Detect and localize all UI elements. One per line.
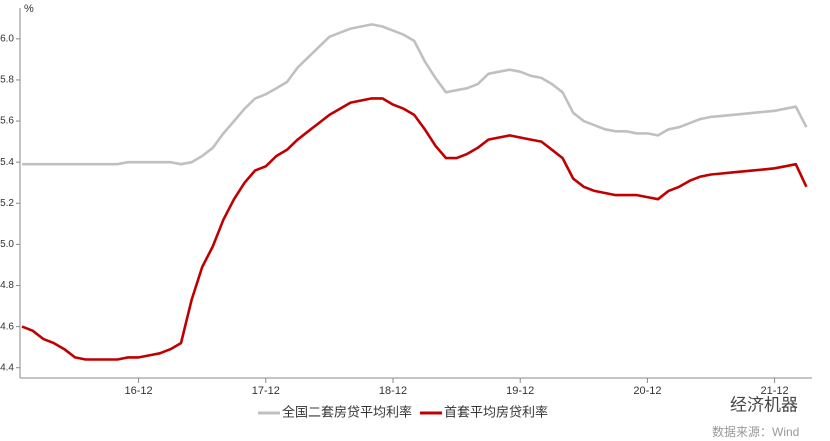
y-tick-label: 5.2: [0, 198, 14, 209]
y-tick-label: 4.8: [0, 280, 14, 291]
x-tick-label: 17-12: [252, 385, 280, 397]
legend-label: 全国二套房贷平均利率: [282, 404, 412, 419]
x-tick-label: 16-12: [125, 385, 153, 397]
x-tick-label: 20-12: [633, 385, 661, 397]
y-tick-label: 5.8: [0, 75, 14, 86]
y-tick-label: 4.6: [0, 321, 14, 332]
series-line: [22, 23, 808, 166]
x-tick-label: 21-12: [761, 385, 789, 397]
y-tick-label: 5.0: [0, 239, 14, 250]
y-tick-label: 5.4: [0, 157, 14, 168]
y-tick-label: 4.4: [0, 362, 14, 373]
watermark: 经济机器: [730, 395, 798, 414]
y-unit: %: [24, 3, 34, 15]
y-tick-label: 5.6: [0, 116, 14, 127]
legend-label: 首套平均房贷利率: [444, 404, 548, 419]
x-tick-label: 18-12: [379, 385, 407, 397]
y-tick-label: 6.0: [0, 33, 14, 44]
series-line: [21, 97, 808, 361]
source: 数据来源：Wind: [712, 424, 799, 439]
x-tick-label: 19-12: [506, 385, 534, 397]
